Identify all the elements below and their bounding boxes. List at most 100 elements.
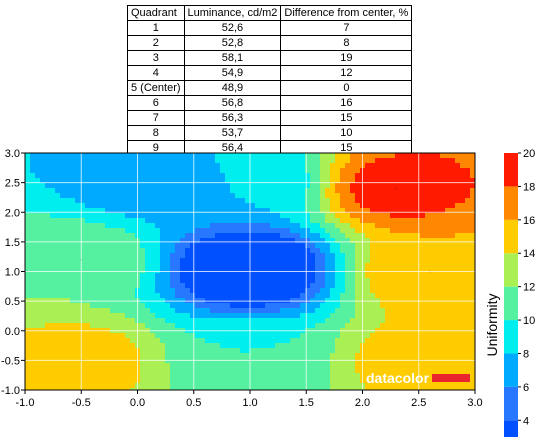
heatmap-cell bbox=[425, 313, 431, 319]
heatmap-cell bbox=[340, 258, 346, 264]
heatmap-cell bbox=[45, 193, 51, 199]
heatmap-cell bbox=[380, 288, 386, 294]
heatmap-cell bbox=[370, 253, 376, 259]
heatmap-cell bbox=[315, 363, 321, 369]
heatmap-cell bbox=[365, 248, 371, 254]
heatmap-cell bbox=[110, 218, 116, 224]
heatmap-cell bbox=[270, 388, 276, 390]
heatmap-cell bbox=[220, 233, 226, 239]
heatmap-cell bbox=[25, 258, 31, 264]
heatmap-cell bbox=[225, 323, 231, 329]
heatmap-cell bbox=[280, 373, 286, 379]
heatmap-cell bbox=[75, 198, 81, 204]
heatmap-cell bbox=[430, 293, 436, 299]
heatmap-cell bbox=[300, 208, 306, 214]
heatmap-cell bbox=[235, 378, 241, 384]
heatmap-cell bbox=[65, 283, 71, 289]
heatmap-cell bbox=[25, 348, 31, 354]
heatmap-cell bbox=[310, 183, 316, 189]
heatmap-cell bbox=[435, 218, 441, 224]
heatmap-cell bbox=[185, 263, 191, 269]
heatmap-cell bbox=[30, 268, 36, 274]
heatmap-cell bbox=[285, 253, 291, 259]
heatmap-cell bbox=[415, 248, 421, 254]
heatmap-cell bbox=[395, 233, 401, 239]
heatmap-cell bbox=[60, 183, 66, 189]
heatmap-cell bbox=[345, 228, 351, 234]
heatmap-cell bbox=[310, 258, 316, 264]
heatmap-cell bbox=[335, 208, 341, 214]
heatmap-cell bbox=[345, 363, 351, 369]
heatmap-cell bbox=[205, 258, 211, 264]
heatmap-cell bbox=[450, 333, 456, 339]
heatmap-cell bbox=[75, 313, 81, 319]
heatmap-cell bbox=[165, 188, 171, 194]
heatmap-cell bbox=[345, 348, 351, 354]
heatmap-cell bbox=[60, 368, 66, 374]
heatmap-cell bbox=[75, 293, 81, 299]
heatmap-cell bbox=[370, 363, 376, 369]
heatmap-cell bbox=[130, 213, 136, 219]
heatmap-cell bbox=[440, 193, 446, 199]
heatmap-cell bbox=[355, 293, 361, 299]
heatmap-cell bbox=[430, 383, 436, 389]
heatmap-cell bbox=[40, 333, 46, 339]
heatmap-cell bbox=[205, 263, 211, 269]
heatmap-cell bbox=[100, 208, 106, 214]
heatmap-cell bbox=[430, 323, 436, 329]
heatmap-cell bbox=[25, 158, 31, 164]
heatmap-cell bbox=[410, 268, 416, 274]
heatmap-cell bbox=[380, 338, 386, 344]
heatmap-cell bbox=[130, 368, 136, 374]
heatmap-cell bbox=[125, 333, 131, 339]
heatmap-cell bbox=[460, 183, 466, 189]
heatmap-cell bbox=[75, 378, 81, 384]
heatmap-cell bbox=[255, 168, 261, 174]
heatmap-cell bbox=[90, 198, 96, 204]
heatmap-cell bbox=[95, 323, 101, 329]
heatmap-cell bbox=[310, 338, 316, 344]
heatmap-cell bbox=[140, 348, 146, 354]
heatmap-cell bbox=[205, 233, 211, 239]
heatmap-cell bbox=[365, 278, 371, 284]
heatmap-cell bbox=[250, 253, 256, 259]
heatmap-cell bbox=[305, 388, 311, 390]
heatmap-cell bbox=[445, 318, 451, 324]
heatmap-cell bbox=[190, 373, 196, 379]
heatmap-cell bbox=[370, 283, 376, 289]
heatmap-cell bbox=[265, 368, 271, 374]
heatmap-cell bbox=[195, 193, 201, 199]
heatmap-cell bbox=[100, 323, 106, 329]
heatmap-cell bbox=[205, 218, 211, 224]
heatmap-cell bbox=[235, 208, 241, 214]
heatmap-cell bbox=[155, 293, 161, 299]
heatmap-cell bbox=[415, 303, 421, 309]
heatmap-cell bbox=[465, 233, 471, 239]
heatmap-cell bbox=[175, 168, 181, 174]
heatmap-cell bbox=[90, 283, 96, 289]
heatmap-cell bbox=[185, 188, 191, 194]
heatmap-cell bbox=[100, 348, 106, 354]
heatmap-cell bbox=[420, 158, 426, 164]
heatmap-cell bbox=[120, 353, 126, 359]
heatmap-cell bbox=[430, 173, 436, 179]
heatmap-cell bbox=[35, 283, 41, 289]
heatmap-cell bbox=[430, 228, 436, 234]
heatmap-cell bbox=[185, 193, 191, 199]
heatmap-cell bbox=[290, 273, 296, 279]
heatmap-cell bbox=[85, 373, 91, 379]
heatmap-cell bbox=[425, 238, 431, 244]
heatmap-cell bbox=[125, 268, 131, 274]
heatmap-cell bbox=[285, 223, 291, 229]
heatmap-cell bbox=[110, 203, 116, 209]
heatmap-cell bbox=[345, 388, 351, 390]
heatmap-cell bbox=[265, 363, 271, 369]
heatmap-cell bbox=[140, 178, 146, 184]
heatmap-cell bbox=[390, 188, 396, 194]
heatmap-cell bbox=[330, 233, 336, 239]
heatmap-cell bbox=[75, 368, 81, 374]
heatmap-cell bbox=[385, 163, 391, 169]
heatmap-cell bbox=[180, 263, 186, 269]
heatmap-cell bbox=[420, 303, 426, 309]
heatmap-cell bbox=[250, 318, 256, 324]
